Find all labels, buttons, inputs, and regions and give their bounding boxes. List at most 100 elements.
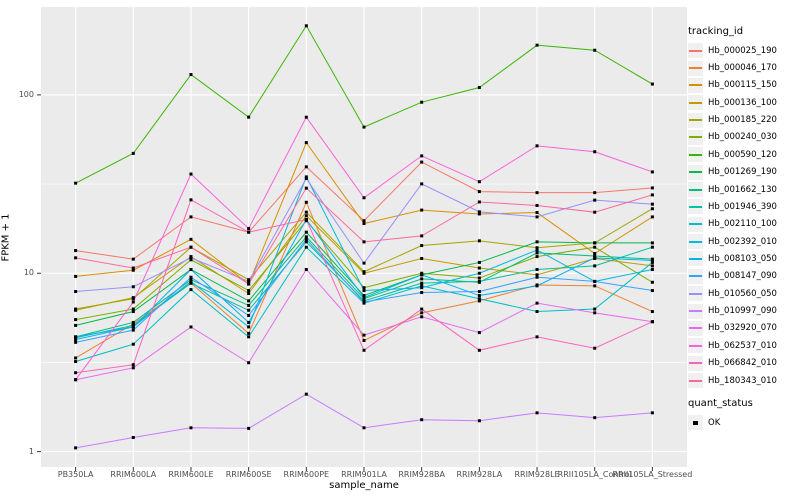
data-point-Hb_000185_220 xyxy=(131,297,135,301)
data-point-Hb_066842_010 xyxy=(189,198,193,202)
data-point-Hb_000240_030 xyxy=(477,276,481,280)
line-swatch-icon xyxy=(689,136,702,139)
data-point-Hb_000046_170 xyxy=(247,331,251,335)
square-point-icon xyxy=(693,420,698,426)
line-swatch-icon xyxy=(689,67,702,70)
line-swatch-icon xyxy=(689,310,702,313)
data-point-Hb_001269_190 xyxy=(362,294,366,298)
legend-item-ok: OK xyxy=(688,414,800,431)
data-point-Hb_008147_090 xyxy=(420,291,424,295)
data-point-Hb_000046_170 xyxy=(362,338,366,342)
color-swatch xyxy=(688,43,703,59)
data-point-Hb_062537_010 xyxy=(477,180,481,184)
data-point-Hb_010997_090 xyxy=(131,436,135,440)
color-swatch xyxy=(688,164,703,180)
data-point-Hb_008103_050 xyxy=(593,256,597,260)
data-point-Hb_000136_100 xyxy=(420,256,424,260)
data-point-Hb_001946_390 xyxy=(593,264,597,268)
data-point-Hb_002110_100 xyxy=(420,284,424,288)
data-point-Hb_066842_010 xyxy=(535,335,539,339)
ok-point-swatch xyxy=(688,415,703,431)
legend-item-Hb_032920_070: Hb_032920_070 xyxy=(688,320,800,337)
data-point-Hb_008147_090 xyxy=(650,289,654,293)
data-point-Hb_000115_150 xyxy=(535,211,539,215)
legend-item-label: Hb_180343_010 xyxy=(708,375,777,386)
legend-item-label: Hb_010997_090 xyxy=(708,306,777,317)
data-point-Hb_001269_190 xyxy=(477,260,481,264)
x-tick-label: RRIM928LE xyxy=(514,470,560,479)
data-point-Hb_000025_190 xyxy=(650,186,654,190)
legend-item-Hb_002110_100: Hb_002110_100 xyxy=(688,216,800,233)
data-point-Hb_066842_010 xyxy=(131,363,135,367)
data-point-Hb_066842_010 xyxy=(74,371,78,375)
data-point-Hb_032920_070 xyxy=(362,333,366,337)
legend-item-label: Hb_000185_220 xyxy=(708,115,777,126)
legend-item-Hb_062537_010: Hb_062537_010 xyxy=(688,337,800,354)
data-point-Hb_002110_100 xyxy=(535,310,539,314)
line-swatch-icon xyxy=(689,119,702,122)
legend-item-label: Hb_002392_010 xyxy=(708,236,777,247)
data-point-Hb_001946_390 xyxy=(247,308,251,312)
data-point-Hb_008147_090 xyxy=(189,275,193,279)
data-point-Hb_032920_070 xyxy=(189,325,193,329)
y-tick-label: 10 xyxy=(23,268,34,278)
data-point-Hb_000185_220 xyxy=(304,210,308,214)
data-point-Hb_000590_120 xyxy=(304,24,308,28)
data-point-Hb_180343_010 xyxy=(74,256,78,260)
color-swatch xyxy=(688,320,703,336)
data-point-Hb_000046_170 xyxy=(74,356,78,360)
data-point-Hb_001269_190 xyxy=(247,299,251,303)
data-point-Hb_000115_150 xyxy=(420,208,424,212)
data-point-Hb_000025_190 xyxy=(593,191,597,195)
data-point-Hb_002392_010 xyxy=(650,267,654,271)
data-point-Hb_000185_220 xyxy=(477,239,481,243)
data-point-Hb_066842_010 xyxy=(247,230,251,234)
color-swatch xyxy=(688,338,703,354)
line-swatch-icon xyxy=(689,101,702,104)
x-tick-label: RRIM928LA xyxy=(456,470,503,479)
data-point-Hb_001946_390 xyxy=(535,267,539,271)
legend-panel: tracking_id Hb_000025_190 Hb_000046_170 Hb… xyxy=(688,26,800,432)
data-point-Hb_001946_390 xyxy=(131,323,135,327)
data-point-Hb_000115_150 xyxy=(593,252,597,256)
data-point-Hb_008147_090 xyxy=(74,340,78,344)
data-point-Hb_180343_010 xyxy=(420,234,424,238)
data-point-Hb_000185_220 xyxy=(247,278,251,282)
legend-item-Hb_008147_090: Hb_008147_090 xyxy=(688,268,800,285)
x-tick-label: RRII105LA_Control xyxy=(557,470,632,479)
data-point-Hb_000240_030 xyxy=(189,258,193,262)
data-point-Hb_002392_010 xyxy=(304,175,308,179)
data-point-Hb_032920_070 xyxy=(535,301,539,305)
data-point-Hb_008103_050 xyxy=(650,258,654,262)
legend-item-Hb_066842_010: Hb_066842_010 xyxy=(688,354,800,371)
data-point-Hb_010997_090 xyxy=(420,418,424,422)
data-point-Hb_062537_010 xyxy=(650,170,654,174)
data-point-Hb_066842_010 xyxy=(593,346,597,350)
data-point-Hb_000590_120 xyxy=(189,73,193,77)
color-swatch xyxy=(688,234,703,250)
data-point-Hb_000136_100 xyxy=(650,264,654,268)
data-point-Hb_001946_390 xyxy=(189,281,193,285)
data-point-Hb_002110_100 xyxy=(304,245,308,249)
data-point-Hb_001662_130 xyxy=(593,254,597,258)
line-swatch-icon xyxy=(689,205,702,208)
color-swatch xyxy=(688,112,703,128)
legend-item-Hb_001269_190: Hb_001269_190 xyxy=(688,164,800,181)
data-point-Hb_000240_030 xyxy=(593,245,597,249)
data-point-Hb_010560_050 xyxy=(477,210,481,214)
data-point-Hb_062537_010 xyxy=(247,227,251,231)
data-point-Hb_180343_010 xyxy=(189,245,193,249)
legend-item-label: Hb_008147_090 xyxy=(708,271,777,282)
legend-item-Hb_000240_030: Hb_000240_030 xyxy=(688,129,800,146)
data-point-Hb_008147_090 xyxy=(247,313,251,317)
data-point-Hb_000115_150 xyxy=(304,141,308,145)
data-point-Hb_032920_070 xyxy=(420,315,424,319)
data-point-Hb_001269_190 xyxy=(304,230,308,234)
x-tick-label: RRIM600LE xyxy=(168,470,214,479)
color-swatch xyxy=(688,129,703,145)
color-swatch xyxy=(688,373,703,388)
data-point-Hb_000115_150 xyxy=(189,237,193,241)
data-point-Hb_002110_100 xyxy=(74,360,78,364)
data-point-Hb_000046_170 xyxy=(477,299,481,303)
data-point-Hb_002110_100 xyxy=(247,335,251,339)
